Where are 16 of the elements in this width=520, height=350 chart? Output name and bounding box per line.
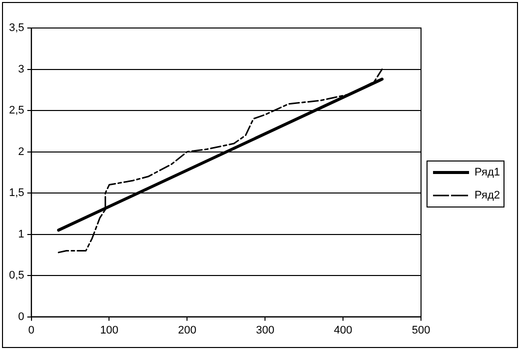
x-tick-label: 200 <box>178 324 196 336</box>
x-tick-label: 400 <box>334 324 352 336</box>
x-tick-label: 0 <box>28 324 34 336</box>
y-tick-label: 0 <box>18 310 24 323</box>
y-tick-label: 2 <box>18 146 24 158</box>
legend-label: Ряд2 <box>474 190 500 202</box>
x-tick-label: 100 <box>100 324 118 336</box>
y-tick-label: 3,5 <box>8 22 24 34</box>
x-tick-label: 300 <box>256 324 274 336</box>
x-tick-label: 500 <box>412 324 430 336</box>
y-tick-label: 2,5 <box>8 104 24 117</box>
y-tick-label: 3 <box>18 63 24 76</box>
y-tick-label: 1 <box>18 228 24 240</box>
y-tick-label: 0,5 <box>8 270 24 282</box>
y-tick-label: 1,5 <box>8 187 24 200</box>
legend-label: Ряд1 <box>474 166 500 179</box>
